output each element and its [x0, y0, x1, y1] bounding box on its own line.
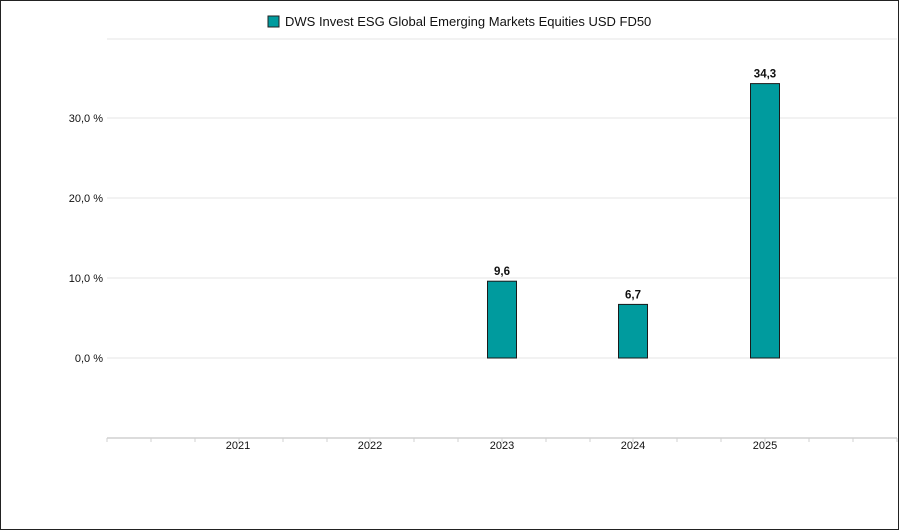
x-tick-label: 2025 [753, 440, 777, 452]
chart-legend: DWS Invest ESG Global Emerging Markets E… [267, 14, 651, 29]
y-tick-label: 0,0 % [75, 353, 103, 365]
data-label-2024: 6,7 [625, 289, 641, 301]
y-tick-label: 10,0 % [69, 273, 103, 285]
y-axis-tick-labels: 0,0 % 10,0 % 20,0 % 30,0 % [69, 113, 103, 365]
bar-2023 [487, 280, 517, 359]
x-tick-label: 2023 [490, 440, 514, 452]
y-tick-label: 20,0 % [69, 193, 103, 205]
x-tick-label: 2022 [358, 440, 382, 452]
y-tick-label: 30,0 % [69, 113, 103, 125]
x-tick-label: 2021 [226, 440, 250, 452]
bar-2024 [618, 303, 648, 359]
data-labels: 9,6 6,7 34,3 [494, 69, 776, 302]
x-axis: 2021 2022 2023 2024 2025 [106, 437, 898, 452]
legend-swatch [267, 15, 280, 28]
data-label-2023: 9,6 [494, 266, 510, 278]
bar-2025 [750, 83, 780, 359]
bar-series [487, 83, 780, 359]
data-label-2025: 34,3 [754, 69, 776, 81]
legend-label: DWS Invest ESG Global Emerging Markets E… [285, 14, 651, 29]
x-tick-label: 2024 [621, 440, 645, 452]
